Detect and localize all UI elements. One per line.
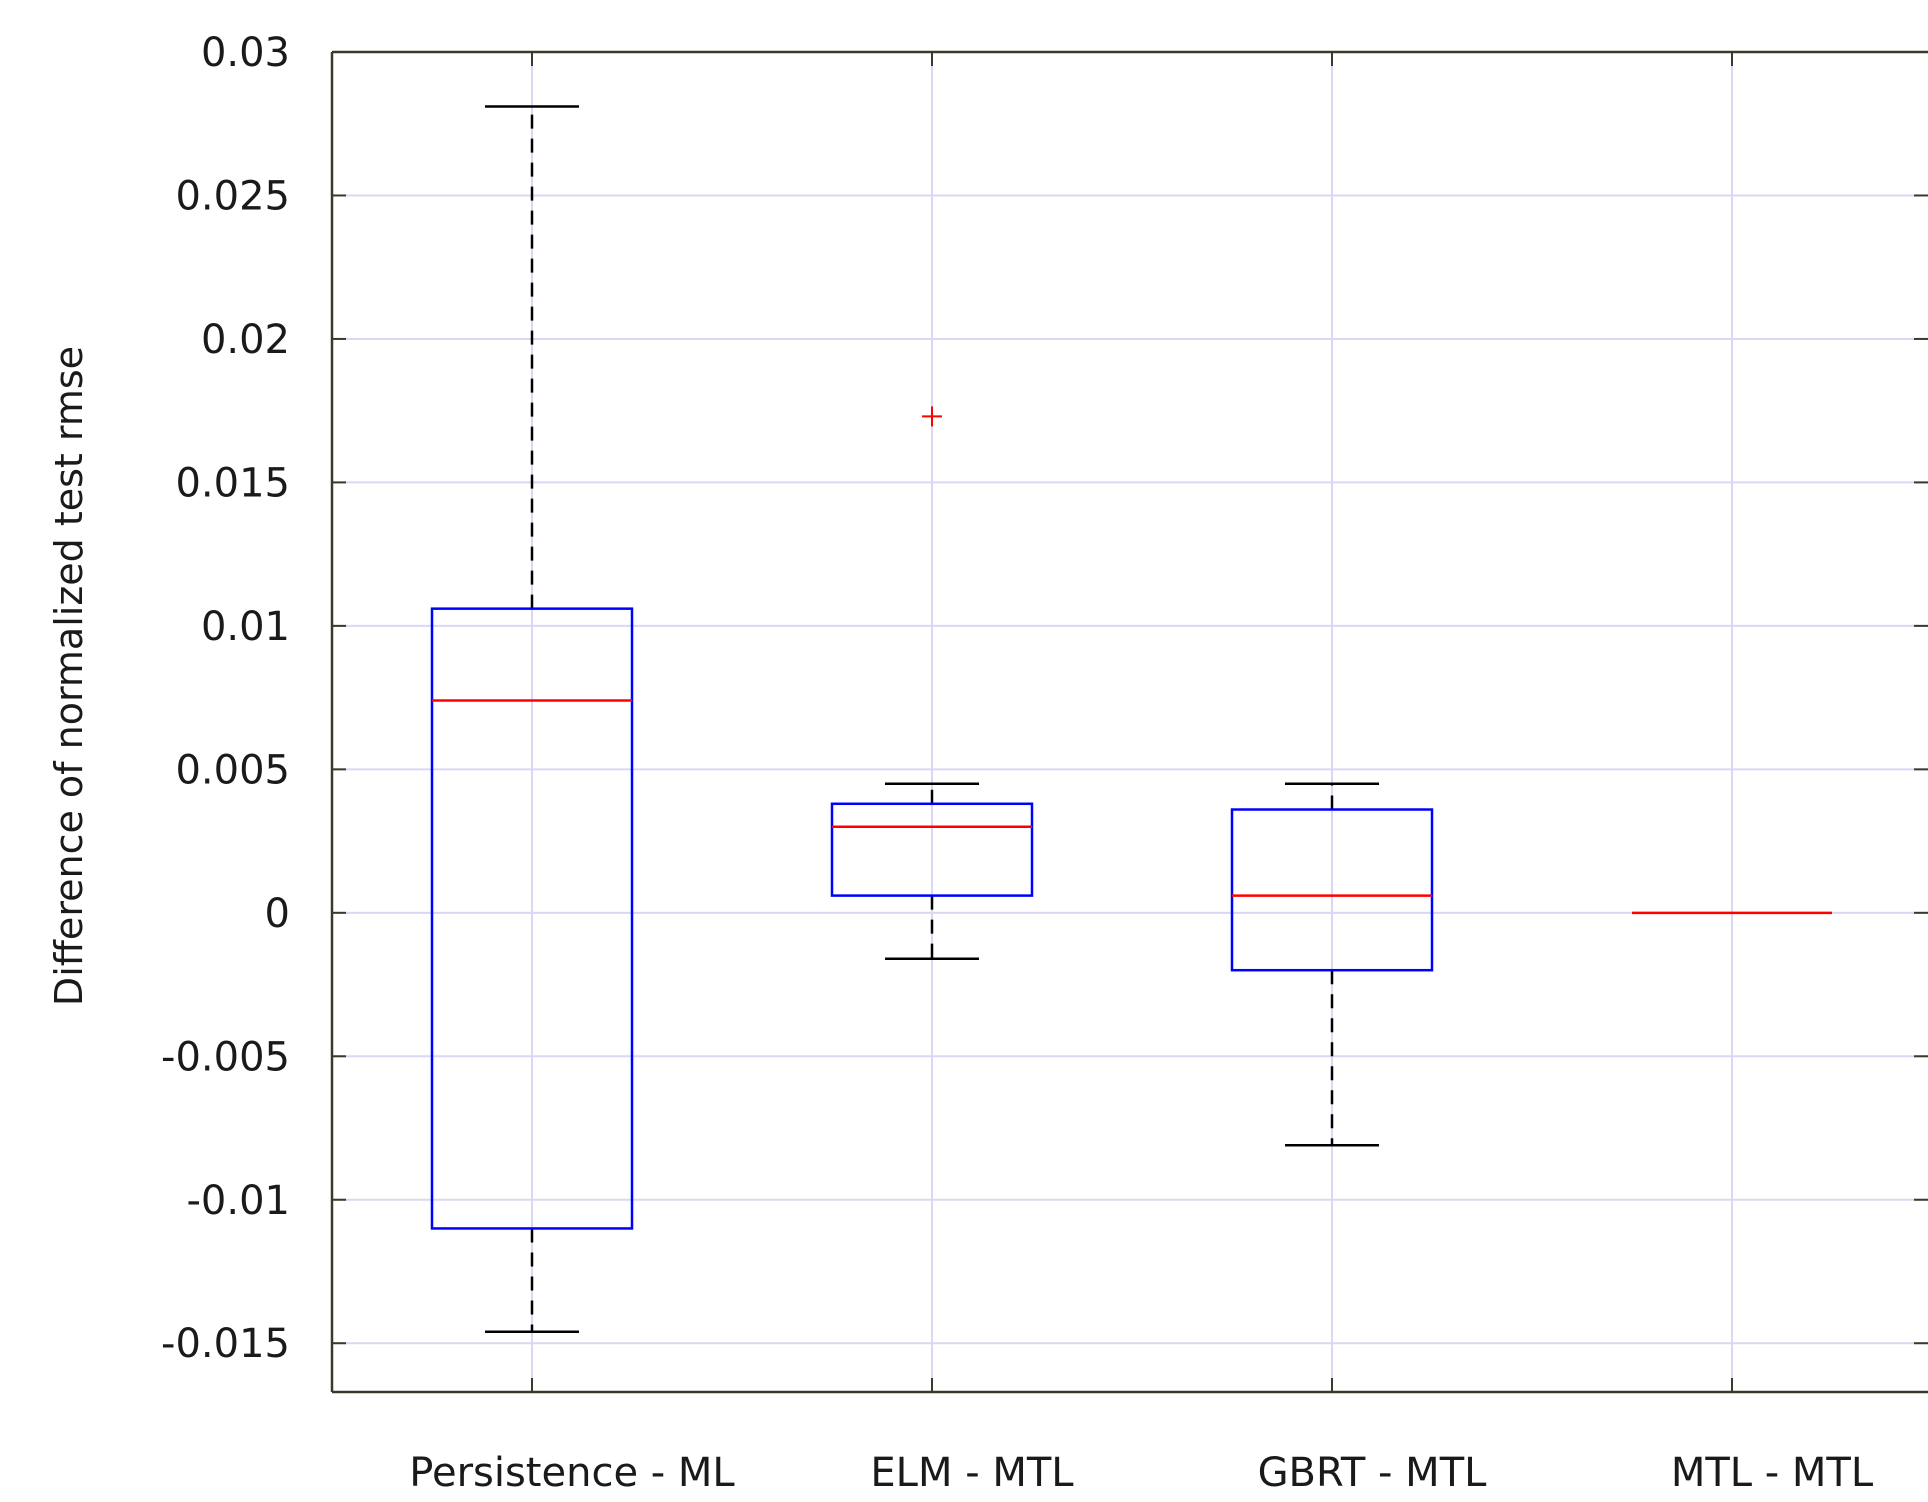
y-tick-label: -0.015 <box>161 1321 290 1367</box>
iqr-box <box>830 802 1034 897</box>
box-plots <box>430 105 1832 1333</box>
y-tick-label: 0 <box>265 891 290 937</box>
y-tick-label: 0.03 <box>201 30 290 76</box>
y-tick-label: -0.005 <box>161 1034 290 1080</box>
x-category-label: ELM - MTL <box>870 1450 1074 1496</box>
x-category-label: Persistence - ML <box>409 1450 735 1496</box>
x-category-label: MTL - MTL <box>1671 1450 1874 1496</box>
y-tick-label: 0.015 <box>175 460 290 506</box>
y-tick-label: 0.005 <box>175 747 290 793</box>
y-tick-label: 0.025 <box>175 173 290 219</box>
axes <box>330 50 1928 1394</box>
x-category-label: GBRT - MTL <box>1258 1450 1488 1496</box>
iqr-box <box>430 607 634 1230</box>
y-tick-label: -0.01 <box>187 1178 291 1224</box>
y-tick-labels: -0.015 -0.01 -0.005 0 0.005 0.01 0.015 0.02 0.02… <box>161 30 290 1367</box>
y-axis-label: Difference of normalized test rmse <box>47 346 91 1006</box>
x-category-labels: Persistence - ML ELM - MTL GBRT - MTL MTL -… <box>409 1450 1874 1496</box>
grid-lines <box>332 51 1928 1392</box>
iqr-box <box>1230 808 1434 972</box>
y-tick-label: 0.02 <box>201 317 290 363</box>
y-tick-label: 0.01 <box>201 604 290 650</box>
